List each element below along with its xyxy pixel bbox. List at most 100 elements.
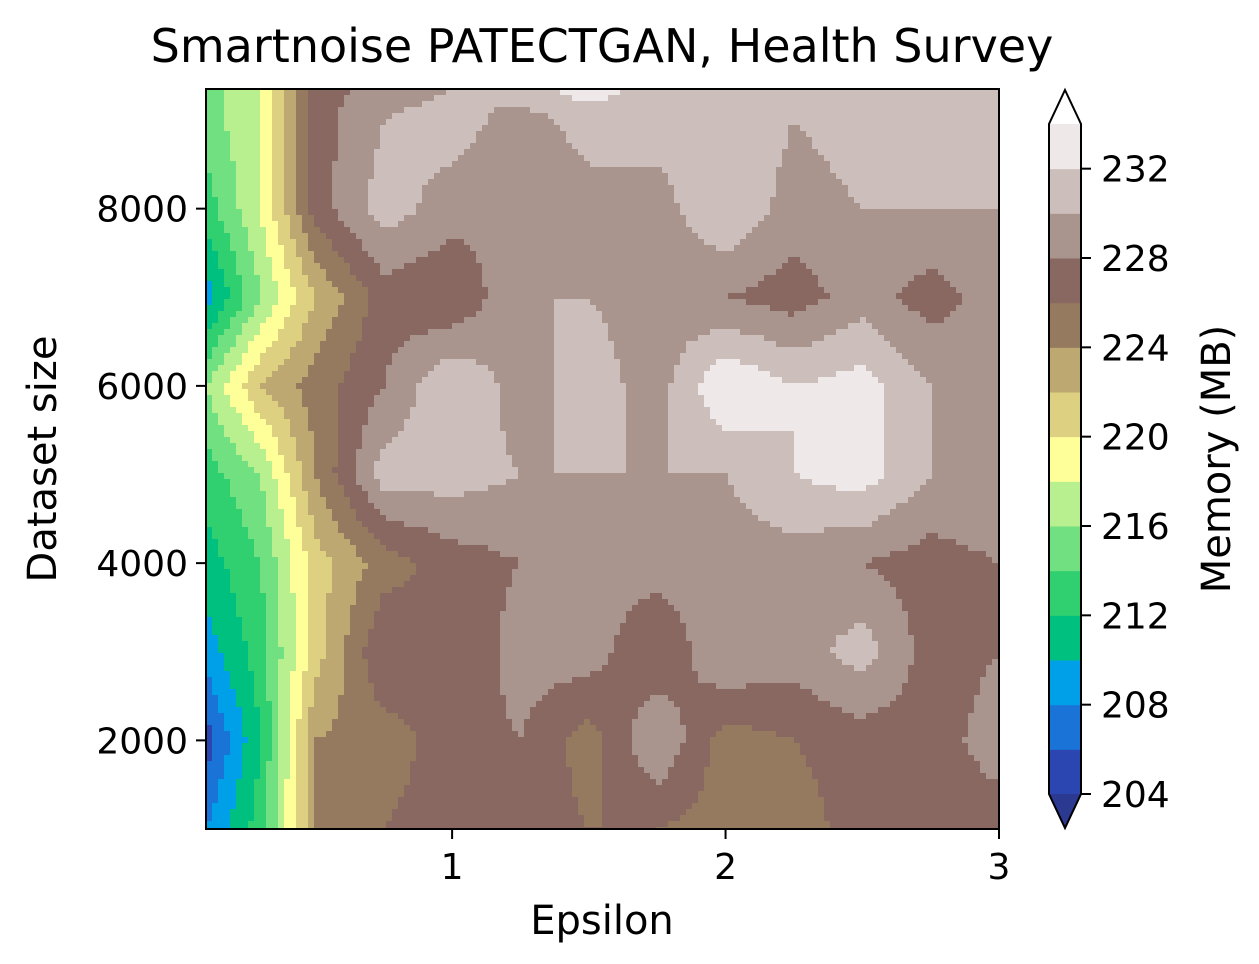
- contour-cell: [488, 251, 495, 258]
- contour-cell: [752, 191, 759, 198]
- contour-cell: [842, 275, 849, 282]
- contour-cell: [782, 161, 789, 168]
- contour-cell: [902, 239, 909, 246]
- contour-cell: [308, 263, 315, 270]
- contour-cell: [296, 281, 303, 288]
- contour-cell: [854, 245, 861, 252]
- contour-cell: [968, 149, 975, 156]
- contour-cell: [962, 305, 969, 312]
- contour-cell: [884, 239, 891, 246]
- contour-cell: [818, 299, 825, 306]
- contour-cell: [482, 119, 489, 126]
- contour-cell: [902, 257, 909, 264]
- contour-cell: [590, 239, 597, 246]
- contour-cell: [902, 275, 909, 282]
- contour-cell: [650, 89, 657, 96]
- contour-cell: [578, 209, 585, 216]
- contour-cell: [266, 305, 273, 312]
- contour-cell: [398, 149, 405, 156]
- contour-cell: [638, 233, 645, 240]
- contour-cell: [662, 107, 669, 114]
- contour-cell: [962, 131, 969, 138]
- contour-cell: [890, 173, 897, 180]
- contour-cell: [638, 155, 645, 162]
- contour-cell: [344, 209, 351, 216]
- contour-cell: [938, 203, 945, 210]
- contour-cell: [668, 287, 675, 294]
- contour-cell: [836, 155, 843, 162]
- contour-cell: [386, 113, 393, 120]
- contour-cell: [854, 299, 861, 306]
- contour-cell: [572, 143, 579, 150]
- contour-cell: [908, 227, 915, 234]
- contour-cell: [668, 149, 675, 156]
- contour-cell: [968, 275, 975, 282]
- contour-cell: [224, 143, 231, 150]
- contour-cell: [278, 167, 285, 174]
- contour-cell: [584, 269, 591, 276]
- contour-cell: [212, 209, 219, 216]
- contour-cell: [548, 173, 555, 180]
- contour-cell: [380, 119, 387, 126]
- contour-cell: [824, 125, 831, 132]
- contour-cell: [524, 209, 531, 216]
- contour-cell: [890, 101, 897, 108]
- contour-cell: [464, 293, 471, 300]
- contour-cell: [698, 257, 705, 264]
- contour-cell: [530, 305, 537, 312]
- contour-cell: [992, 125, 999, 132]
- contour-cell: [614, 149, 621, 156]
- contour-cell: [284, 125, 291, 132]
- contour-cell: [308, 113, 315, 120]
- contour-cell: [626, 269, 633, 276]
- contour-cell: [578, 101, 585, 108]
- contour-cell: [278, 89, 285, 96]
- contour-cell: [488, 143, 495, 150]
- contour-cell: [866, 245, 873, 252]
- contour-cell: [278, 203, 285, 210]
- contour-cell: [590, 287, 597, 294]
- contour-cell: [896, 221, 903, 228]
- contour-cell: [374, 221, 381, 228]
- contour-cell: [260, 209, 267, 216]
- contour-cell: [710, 179, 717, 186]
- contour-cell: [740, 185, 747, 192]
- contour-cell: [596, 269, 603, 276]
- contour-cell: [710, 275, 717, 282]
- contour-cell: [740, 101, 747, 108]
- contour-cell: [860, 191, 867, 198]
- contour-cell: [236, 287, 243, 294]
- contour-cell: [620, 251, 627, 258]
- contour-cell: [992, 155, 999, 162]
- contour-cell: [290, 305, 297, 312]
- contour-cell: [290, 227, 297, 234]
- contour-cell: [428, 131, 435, 138]
- contour-cell: [872, 191, 879, 198]
- contour-cell: [434, 221, 441, 228]
- contour-cell: [596, 227, 603, 234]
- contour-cell: [932, 179, 939, 186]
- contour-cell: [986, 149, 993, 156]
- contour-cell: [212, 161, 219, 168]
- contour-cell: [626, 263, 633, 270]
- contour-cell: [812, 239, 819, 246]
- contour-cell: [644, 95, 651, 102]
- contour-cell: [218, 239, 225, 246]
- contour-cell: [680, 257, 687, 264]
- contour-cell: [488, 305, 495, 312]
- contour-cell: [548, 227, 555, 234]
- contour-cell: [980, 101, 987, 108]
- contour-cell: [464, 275, 471, 282]
- contour-cell: [908, 257, 915, 264]
- contour-cell: [860, 293, 867, 300]
- contour-cell: [974, 275, 981, 282]
- contour-cell: [626, 257, 633, 264]
- contour-cell: [434, 239, 441, 246]
- contour-cell: [554, 281, 561, 288]
- contour-cell: [236, 209, 243, 216]
- contour-cell: [614, 239, 621, 246]
- contour-cell: [674, 173, 681, 180]
- contour-cell: [296, 119, 303, 126]
- contour-cell: [758, 101, 765, 108]
- contour-cell: [692, 239, 699, 246]
